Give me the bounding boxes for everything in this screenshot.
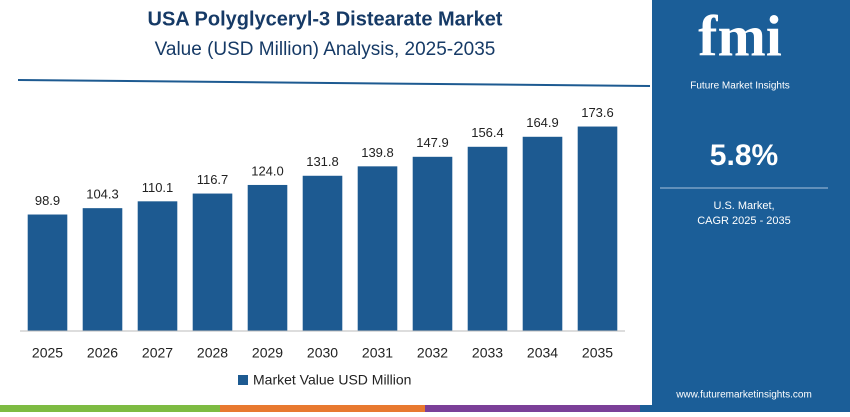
value-label: 147.9 xyxy=(416,135,449,150)
x-tick-label: 2028 xyxy=(197,345,228,361)
title-rule xyxy=(17,79,651,87)
value-label: 156.4 xyxy=(471,125,504,140)
value-label: 98.9 xyxy=(35,193,60,208)
chart-subtitle: Value (USD Million) Analysis, 2025-2035 xyxy=(155,39,496,60)
x-tick-label: 2029 xyxy=(252,345,283,361)
bar xyxy=(357,166,398,331)
bar xyxy=(247,184,288,331)
x-tick-label: 2030 xyxy=(307,345,338,361)
cagr-caption: U.S. Market, xyxy=(713,200,774,212)
strip xyxy=(425,405,640,412)
value-label: 164.9 xyxy=(526,115,559,130)
cagr-caption: CAGR 2025 - 2035 xyxy=(697,215,791,227)
x-tick-label: 2025 xyxy=(32,345,63,361)
side-panel xyxy=(652,0,850,405)
value-label: 173.6 xyxy=(581,105,614,120)
x-tick-label: 2033 xyxy=(472,345,503,361)
x-tick-label: 2026 xyxy=(87,345,118,361)
bar xyxy=(467,146,508,331)
chart-title: USA Polyglyceryl-3 Distearate Market xyxy=(148,8,503,30)
bar xyxy=(192,193,233,331)
strip xyxy=(220,405,425,412)
logo: fmi xyxy=(698,3,782,68)
value-label: 104.3 xyxy=(86,187,119,202)
bar xyxy=(522,136,563,331)
bar xyxy=(82,208,123,331)
legend-label: Market Value USD Million xyxy=(253,372,411,388)
strip xyxy=(640,405,850,412)
value-label: 139.8 xyxy=(361,145,394,160)
x-tick-label: 2035 xyxy=(582,345,613,361)
x-tick-label: 2027 xyxy=(142,345,173,361)
value-label: 116.7 xyxy=(197,172,229,187)
strip xyxy=(0,405,220,412)
bar xyxy=(137,201,178,331)
bar xyxy=(302,175,343,331)
value-label: 124.0 xyxy=(251,163,284,178)
bar xyxy=(27,214,68,331)
x-tick-label: 2032 xyxy=(417,345,448,361)
x-tick-label: 2034 xyxy=(527,345,558,361)
cagr-value: 5.8% xyxy=(710,139,778,172)
bar xyxy=(412,156,453,331)
website: www.futuremarketinsights.com xyxy=(675,390,812,401)
value-label: 110.1 xyxy=(142,180,174,195)
brand: Future Market Insights xyxy=(690,81,789,92)
legend-swatch xyxy=(238,375,248,385)
value-label: 131.8 xyxy=(306,154,339,169)
bar xyxy=(577,126,618,331)
x-tick-label: 2031 xyxy=(362,345,393,361)
